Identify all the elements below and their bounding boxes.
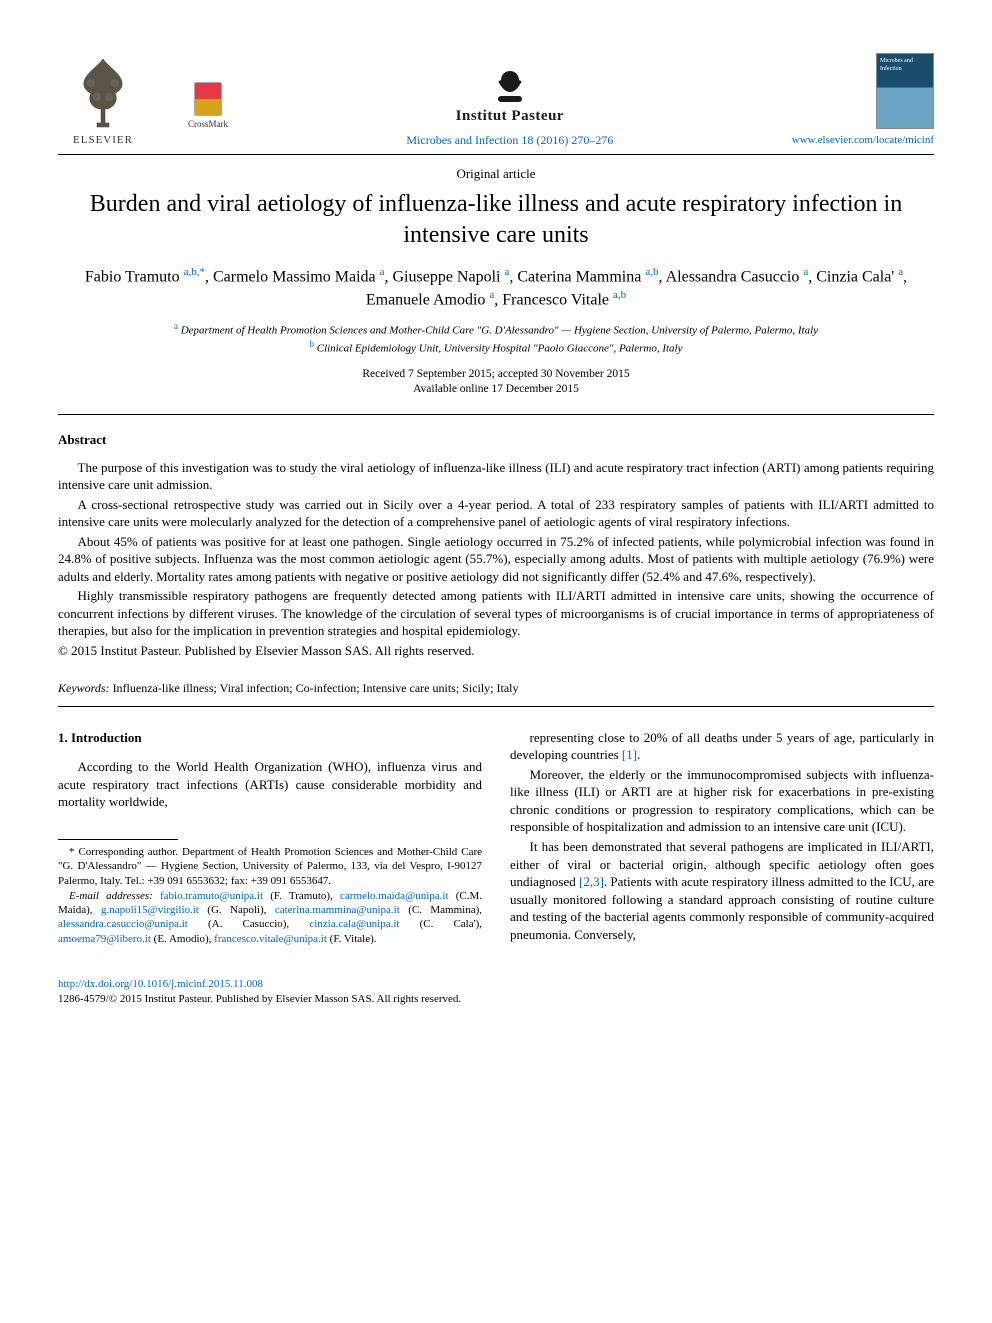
journal-citation: Microbes and Infection 18 (2016) 270–276 <box>406 132 613 148</box>
keywords-line: Keywords: Influenza-like illness; Viral … <box>58 680 934 696</box>
author-email[interactable]: francesco.vitale@unipa.it <box>214 933 327 945</box>
doi-link[interactable]: http://dx.doi.org/10.1016/j.micinf.2015.… <box>58 977 934 992</box>
elsevier-tree-icon <box>67 53 139 131</box>
corresponding-author-note: * Corresponding author. Department of He… <box>58 845 482 888</box>
crossmark-label: CrossMark <box>188 118 228 130</box>
intro-paragraph: representing close to 20% of all deaths … <box>510 729 934 764</box>
crossmark-badge[interactable]: CrossMark <box>188 82 228 130</box>
page-header: ELSEVIER CrossMark Institut Pasteur Micr… <box>58 48 934 155</box>
journal-cover-block: Microbes and Infection www.elsevier.com/… <box>792 53 934 148</box>
journal-cover-thumbnail[interactable]: Microbes and Infection <box>876 53 934 129</box>
copyright-line: © 2015 Institut Pasteur. Published by El… <box>58 642 934 660</box>
author-email[interactable]: cinzia.cala@unipa.it <box>309 918 399 930</box>
institute-label: Institut Pasteur <box>456 106 564 126</box>
intro-paragraph: It has been demonstrated that several pa… <box>510 838 934 943</box>
keywords-label: Keywords: <box>58 681 110 695</box>
author-list: Fabio Tramuto a,b,*, Carmelo Massimo Mai… <box>58 265 934 312</box>
author-email[interactable]: alessandra.casuccio@unipa.it <box>58 918 188 930</box>
intro-heading: 1. Introduction <box>58 729 482 747</box>
abstract-body: The purpose of this investigation was to… <box>58 459 934 640</box>
issn-copyright-line: 1286-4579/© 2015 Institut Pasteur. Publi… <box>58 992 934 1007</box>
abstract-paragraph: About 45% of patients was positive for a… <box>58 533 934 586</box>
journal-cover-title: Microbes and Infection <box>880 58 913 72</box>
rule-below-keywords <box>58 706 934 707</box>
author-email[interactable]: caterina.mammina@unipa.it <box>275 904 400 916</box>
journal-homepage-link[interactable]: www.elsevier.com/locate/micinf <box>792 133 934 148</box>
doi-block: http://dx.doi.org/10.1016/j.micinf.2015.… <box>58 977 934 1007</box>
footnotes: * Corresponding author. Department of He… <box>58 845 482 946</box>
body-columns: 1. Introduction According to the World H… <box>58 729 934 947</box>
author-email[interactable]: carmelo.maida@unipa.it <box>340 890 448 902</box>
rule-above-abstract <box>58 414 934 415</box>
article-dates: Received 7 September 2015; accepted 30 N… <box>58 367 934 398</box>
email-line: E-mail addresses: fabio.tramuto@unipa.it… <box>58 889 482 946</box>
author-email[interactable]: g.napoli15@virgilio.it <box>101 904 199 916</box>
pasteur-icon <box>490 70 530 106</box>
journal-page: ELSEVIER CrossMark Institut Pasteur Micr… <box>0 0 992 1047</box>
online-date: Available online 17 December 2015 <box>58 382 934 398</box>
right-column: representing close to 20% of all deaths … <box>510 729 934 947</box>
crossmark-icon <box>194 82 222 116</box>
received-accepted-date: Received 7 September 2015; accepted 30 N… <box>58 367 934 383</box>
footnote-separator <box>58 839 178 840</box>
abstract-paragraph: A cross-sectional retrospective study wa… <box>58 496 934 531</box>
elsevier-logo[interactable]: ELSEVIER <box>58 48 148 148</box>
left-column: 1. Introduction According to the World H… <box>58 729 482 947</box>
institut-pasteur-logo: Institut Pasteur <box>456 70 564 126</box>
abstract-heading: Abstract <box>58 431 934 449</box>
author-email[interactable]: fabio.tramuto@unipa.it <box>160 890 263 902</box>
author-email[interactable]: amoema79@libero.it <box>58 933 151 945</box>
intro-paragraph: Moreover, the elderly or the immunocompr… <box>510 766 934 836</box>
abstract-paragraph: Highly transmissible respiratory pathoge… <box>58 587 934 640</box>
article-type: Original article <box>58 165 934 183</box>
header-center: Institut Pasteur Microbes and Infection … <box>228 70 792 148</box>
abstract-paragraph: The purpose of this investigation was to… <box>58 459 934 494</box>
elsevier-label: ELSEVIER <box>73 133 133 148</box>
keywords-text: Influenza-like illness; Viral infection;… <box>110 681 519 695</box>
intro-p1-left: According to the World Health Organizati… <box>58 758 482 811</box>
affiliations: a Department of Health Promotion Science… <box>58 320 934 357</box>
article-title: Burden and viral aetiology of influenza-… <box>58 189 934 251</box>
